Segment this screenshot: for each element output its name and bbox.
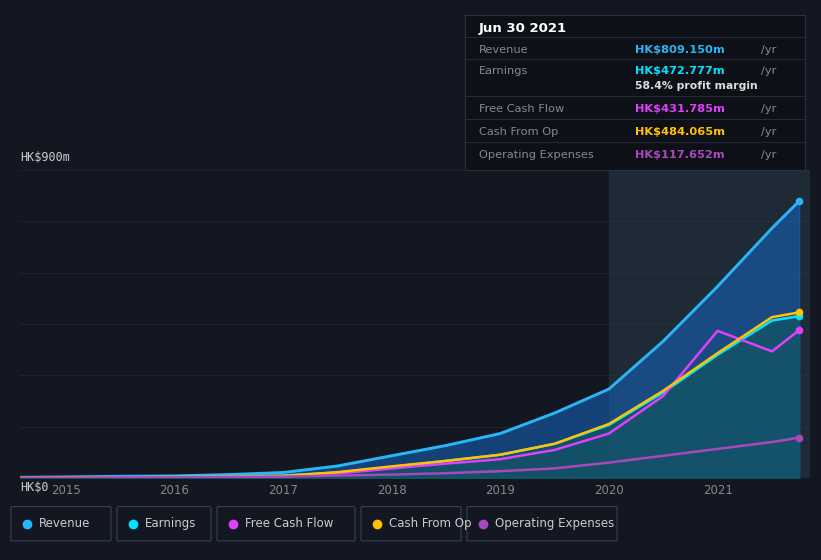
Text: Earnings: Earnings [479,66,528,76]
Text: /yr: /yr [761,66,776,76]
Text: Revenue: Revenue [479,45,528,55]
Text: 58.4% profit margin: 58.4% profit margin [635,81,758,91]
Text: HK$431.785m: HK$431.785m [635,104,725,114]
Text: Free Cash Flow: Free Cash Flow [245,517,333,530]
Text: HK$117.652m: HK$117.652m [635,150,725,160]
Text: /yr: /yr [761,150,776,160]
Text: HK$484.065m: HK$484.065m [635,127,725,137]
Text: HK$809.150m: HK$809.150m [635,45,725,55]
Text: HK$0: HK$0 [20,481,48,494]
Text: Operating Expenses: Operating Expenses [495,517,614,530]
Bar [609,170,810,478]
Text: Earnings: Earnings [145,517,196,530]
Text: Cash From Op: Cash From Op [389,517,471,530]
Text: HK$900m: HK$900m [20,151,70,165]
Text: Free Cash Flow: Free Cash Flow [479,104,564,114]
Text: Jun 30 2021: Jun 30 2021 [479,22,566,35]
Text: /yr: /yr [761,104,776,114]
Text: /yr: /yr [761,45,776,55]
Text: /yr: /yr [761,127,776,137]
Text: Cash From Op: Cash From Op [479,127,558,137]
Text: Revenue: Revenue [39,517,90,530]
Text: Operating Expenses: Operating Expenses [479,150,594,160]
Text: HK$472.777m: HK$472.777m [635,66,725,76]
